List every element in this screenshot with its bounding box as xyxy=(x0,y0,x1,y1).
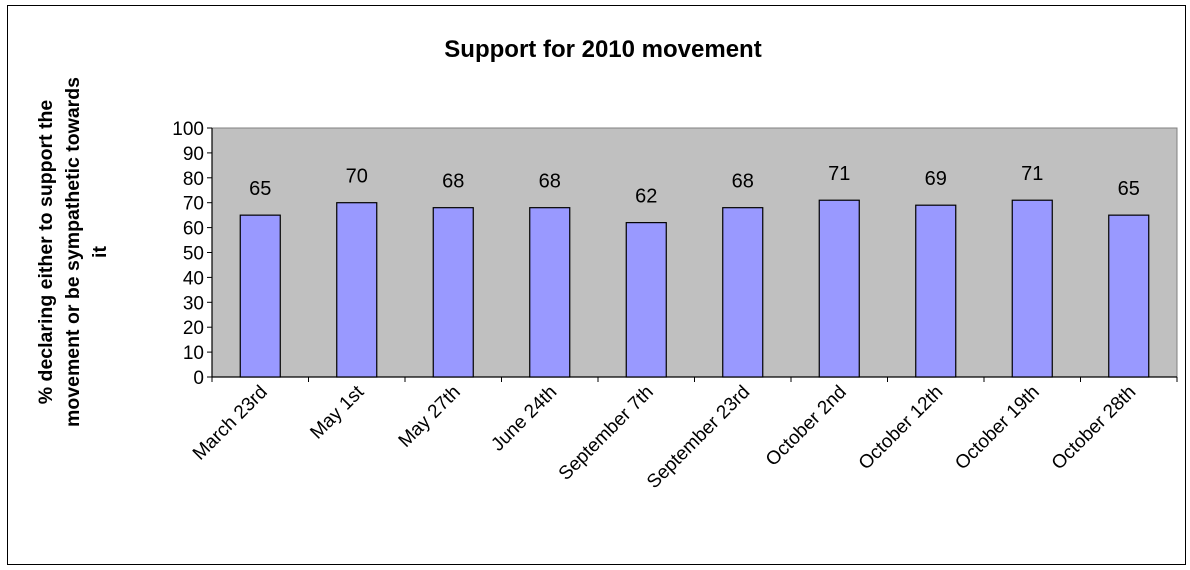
chart-title: Support for 2010 movement xyxy=(444,36,761,63)
bars xyxy=(239,199,1150,378)
bar xyxy=(432,207,474,378)
x-tick-label: May 1st xyxy=(306,381,368,443)
x-tick-label: October 19th xyxy=(951,382,1044,475)
y-tick-label: 20 xyxy=(183,318,204,339)
x-tick-label: October 2nd xyxy=(762,382,851,471)
y-tick-label: 90 xyxy=(183,144,204,165)
x-tick-label: September 23rd xyxy=(643,382,754,493)
data-label: 69 xyxy=(925,168,947,190)
data-label: 70 xyxy=(346,166,368,188)
y-axis-label-line-2: movement or be sympathetic towards xyxy=(62,77,84,427)
y-axis-label: % declaring either to support the moveme… xyxy=(35,77,111,427)
x-tick-label: March 23rd xyxy=(189,382,272,465)
data-label: 68 xyxy=(732,171,754,193)
y-axis: 0 10 20 30 40 50 60 70 80 90 100 xyxy=(172,119,213,389)
data-labels: 65 70 68 68 62 68 71 69 71 65 xyxy=(249,163,1140,207)
y-tick-label: 50 xyxy=(183,244,204,265)
data-label: 71 xyxy=(1021,163,1043,185)
y-tick-label: 40 xyxy=(183,268,204,289)
data-label: 62 xyxy=(635,186,657,208)
x-tick-label: June 24th xyxy=(487,382,561,456)
y-tick-label: 100 xyxy=(172,119,204,140)
bar xyxy=(625,222,667,378)
y-tick-label: 70 xyxy=(183,194,204,215)
y-tick-label: 10 xyxy=(183,343,204,364)
x-tick-label: September 7th xyxy=(555,382,658,485)
bar xyxy=(1011,199,1053,378)
x-tick-label: October 28th xyxy=(1048,382,1141,475)
bar xyxy=(239,214,281,378)
y-tick-label: 60 xyxy=(183,219,204,240)
data-label: 68 xyxy=(442,171,464,193)
x-axis: March 23rd May 1st May 27th June 24thSeptem… xyxy=(189,376,1178,493)
y-axis-label-line-1: % declaring either to support the xyxy=(35,100,57,405)
bar xyxy=(336,202,378,378)
bar xyxy=(1108,214,1150,378)
bar xyxy=(529,207,571,378)
data-label: 68 xyxy=(539,171,561,193)
y-tick-label: 0 xyxy=(193,368,204,389)
bar xyxy=(818,199,860,378)
data-label: 65 xyxy=(249,178,271,200)
data-label: 65 xyxy=(1118,178,1140,200)
x-tick-label: May 27th xyxy=(395,382,465,452)
y-tick-label: 30 xyxy=(183,293,204,314)
y-axis-label-line-3: it xyxy=(89,246,111,258)
y-tick-label: 80 xyxy=(183,169,204,190)
data-label: 71 xyxy=(828,163,850,185)
bar xyxy=(915,204,957,378)
bar xyxy=(722,207,764,378)
x-tick-label: October 12th xyxy=(855,382,948,475)
